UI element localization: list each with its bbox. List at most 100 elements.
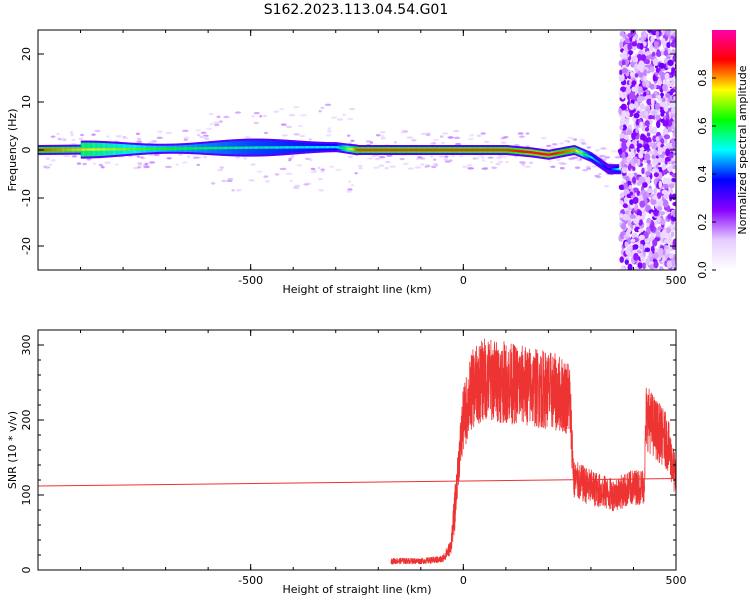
spectrogram-cell (231, 146, 234, 150)
spectrogram-cell (645, 171, 651, 176)
spectrogram-cell (467, 137, 474, 141)
spectrogram-cell (205, 127, 213, 131)
spectrogram-cell (419, 148, 421, 152)
spectrogram-cell (649, 83, 655, 90)
spectrogram-cell (665, 248, 669, 255)
spectrogram-cell (627, 42, 632, 51)
spectrogram-cell (641, 167, 645, 175)
spectrogram-cell (560, 151, 562, 154)
spectrogram-cell (650, 35, 655, 43)
spectrogram-cell (136, 140, 143, 143)
spectrogram-cell (623, 183, 628, 190)
spectrogram-cell (293, 184, 301, 188)
spectrogram-cell (422, 148, 424, 152)
spectrogram-cell (619, 53, 626, 58)
spectrogram-cell (650, 245, 655, 254)
spectrogram-cell (577, 150, 580, 153)
spectrogram-cell (197, 147, 199, 150)
spectrogram-cell (536, 151, 538, 155)
spectrogram-cell (386, 148, 388, 152)
spectrogram-cell (178, 147, 180, 150)
spectrogram-cell (157, 147, 159, 151)
spectrogram-cell (119, 148, 122, 151)
spectrogram-cell (576, 149, 578, 153)
spectrogram-cell (453, 136, 461, 140)
colorbar-label: Normalized spectral amplitude (736, 65, 749, 234)
spectrogram-cell (324, 103, 332, 106)
spectrogram-cell (206, 146, 208, 150)
spectrogram-cell (573, 148, 575, 152)
spectrogram-cell (600, 162, 602, 166)
spectrogram-cell (640, 133, 646, 141)
spectrogram-cell (652, 195, 658, 200)
spectrogram-cell (129, 147, 131, 151)
spectrogram-cell (495, 148, 498, 152)
spectrogram-cell (651, 93, 656, 99)
spectrogram-cell (610, 150, 618, 153)
spectrogram-cell (68, 148, 71, 151)
spectrogram-cell (259, 115, 263, 118)
spectrogram-cell (351, 148, 353, 151)
spectrogram-cell (564, 150, 566, 154)
spectrogram-cell (646, 159, 651, 164)
spectrogram-cell (631, 132, 636, 139)
spectrogram-cell (610, 168, 612, 171)
spectrogram-cell (108, 148, 110, 151)
spectrogram-cell (433, 148, 435, 152)
spectrogram-cell (661, 163, 666, 171)
spectrogram-cell (651, 110, 658, 116)
spectrogram-cell (662, 84, 668, 92)
spectrogram-cell (672, 132, 676, 138)
spectrogram-cell (503, 148, 505, 152)
spectrogram-cell (628, 245, 633, 251)
spectrogram-cell (277, 146, 279, 149)
spectrogram-cell (302, 146, 304, 149)
spectrogram-cell (181, 161, 188, 164)
spectrogram-cell (421, 148, 423, 152)
spectrogram-cell (579, 151, 581, 154)
spectrogram-cell (662, 199, 669, 208)
spectrogram-cell (565, 150, 567, 153)
spectrogram-cell (447, 148, 449, 152)
spectrogram-cell (443, 148, 445, 152)
spectrogram-cell (226, 146, 228, 150)
spectrogram-cell (235, 146, 237, 150)
spectrogram-cell (644, 127, 650, 132)
spectrogram-cell (640, 256, 646, 262)
spectrogram-cell (297, 146, 299, 149)
spectrogram-cell (625, 118, 630, 124)
spectrogram-cell (184, 147, 186, 150)
spectrogram-cell (87, 148, 89, 151)
spectrogram-cell (376, 148, 378, 152)
spectrogram-cell (390, 148, 392, 152)
spectrogram-cell (257, 146, 259, 149)
spectrogram-cell (218, 146, 220, 150)
spectrogram-cell (587, 154, 589, 157)
spectrogram-cell (198, 147, 200, 150)
spectrogram-cell (529, 161, 533, 165)
spectrogram-cell (88, 148, 90, 151)
spectrogram-cell (222, 146, 225, 150)
spectrogram-cell (447, 136, 454, 139)
colorbar-tick-label: 0.2 (696, 213, 709, 231)
spectrogram-cell (653, 210, 659, 217)
spectrogram-cell (439, 148, 441, 152)
spectrogram-cell (487, 148, 489, 152)
spectrogram-cell (237, 146, 239, 149)
spectrogram-cell (122, 148, 124, 151)
spectrogram-cell (627, 138, 631, 146)
spectrogram-cell (186, 155, 191, 158)
spectrogram-cell (290, 146, 292, 149)
spectrogram-cell (248, 179, 255, 182)
spectrogram-cell (473, 148, 475, 152)
spectrogram-cell (313, 146, 316, 149)
spectrogram-cell (137, 166, 141, 169)
spectrogram-cell (132, 147, 134, 151)
spectrogram-cell (163, 147, 165, 150)
spectrogram-cell (485, 148, 487, 152)
spectrogram-cell (310, 146, 312, 149)
spectrogram-cell (663, 134, 671, 140)
spectrogram-cell (221, 146, 223, 150)
spectrogram-cell (586, 167, 592, 170)
spectrogram-cell (582, 168, 588, 172)
